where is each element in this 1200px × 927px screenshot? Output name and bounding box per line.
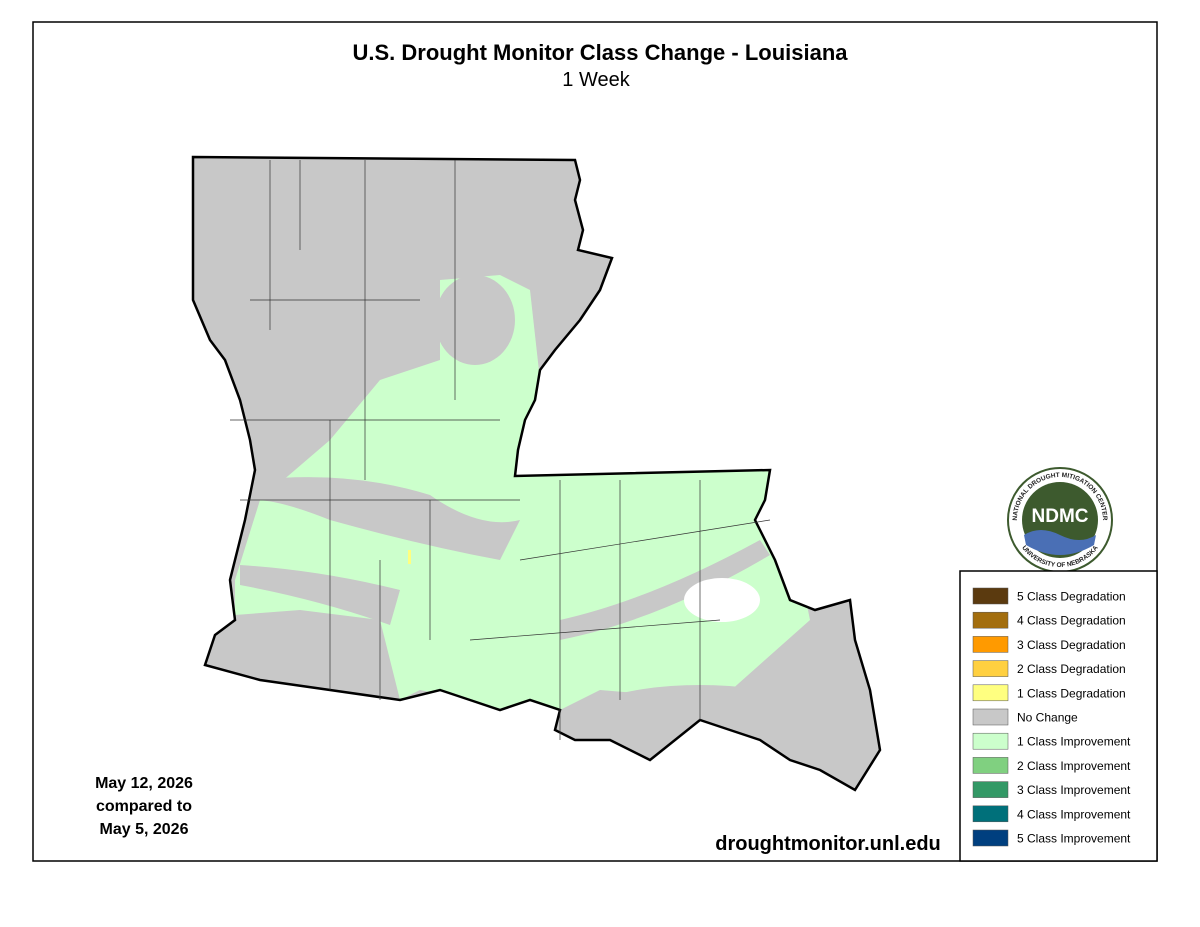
- no-data-area: [684, 578, 760, 622]
- source-url: droughtmonitor.unl.edu: [715, 833, 941, 855]
- legend: 5 Class Degradation 4 Class Degradation 3 …: [972, 587, 1131, 847]
- ndmc-logo: NDMC NATIONAL DROUGHT MITIGATION CENTER …: [1007, 467, 1113, 573]
- legend-label: No Change: [1017, 711, 1078, 725]
- legend-label: 3 Class Degradation: [1017, 638, 1126, 652]
- legend-swatch: [972, 732, 1009, 750]
- legend-swatch: [972, 708, 1009, 726]
- legend-swatch: [972, 636, 1009, 653]
- legend-label: 5 Class Degradation: [1017, 590, 1126, 604]
- logo-abbr: NDMC: [1032, 506, 1089, 527]
- legend-label: 1 Class Improvement: [1017, 735, 1131, 749]
- date-note: May 12, 2026 compared to May 5, 2026: [95, 775, 193, 838]
- legend-swatch: [972, 684, 1009, 702]
- legend-swatch: [972, 805, 1009, 823]
- parish-lines: [230, 160, 771, 740]
- logo-wave: [1024, 530, 1096, 555]
- legend-swatch: [972, 757, 1009, 774]
- no-change-area: [255, 477, 520, 560]
- no-change-area: [240, 565, 400, 625]
- date-line: May 5, 2026: [100, 821, 189, 838]
- no-change-area: [435, 275, 515, 365]
- legend-swatch: [972, 611, 1009, 629]
- no-change-area: [560, 540, 770, 640]
- legend-swatch: [972, 781, 1009, 798]
- legend-label: 4 Class Improvement: [1017, 807, 1131, 821]
- legend-swatch: [972, 829, 1009, 847]
- legend-label: 2 Class Degradation: [1017, 662, 1126, 676]
- legend-label: 5 Class Improvement: [1017, 832, 1131, 846]
- legend-swatch: [972, 660, 1009, 677]
- title: U.S. Drought Monitor Class Change - Loui…: [352, 40, 848, 65]
- legend-label: 3 Class Improvement: [1017, 783, 1131, 797]
- legend-label: 2 Class Improvement: [1017, 759, 1131, 773]
- legend-label: 1 Class Degradation: [1017, 686, 1126, 700]
- date-line: May 12, 2026: [95, 775, 193, 792]
- degradation-spot: [408, 550, 411, 564]
- legend-swatch: [972, 587, 1009, 605]
- subtitle: 1 Week: [562, 69, 630, 91]
- legend-label: 4 Class Degradation: [1017, 614, 1126, 628]
- date-line: compared to: [96, 798, 192, 815]
